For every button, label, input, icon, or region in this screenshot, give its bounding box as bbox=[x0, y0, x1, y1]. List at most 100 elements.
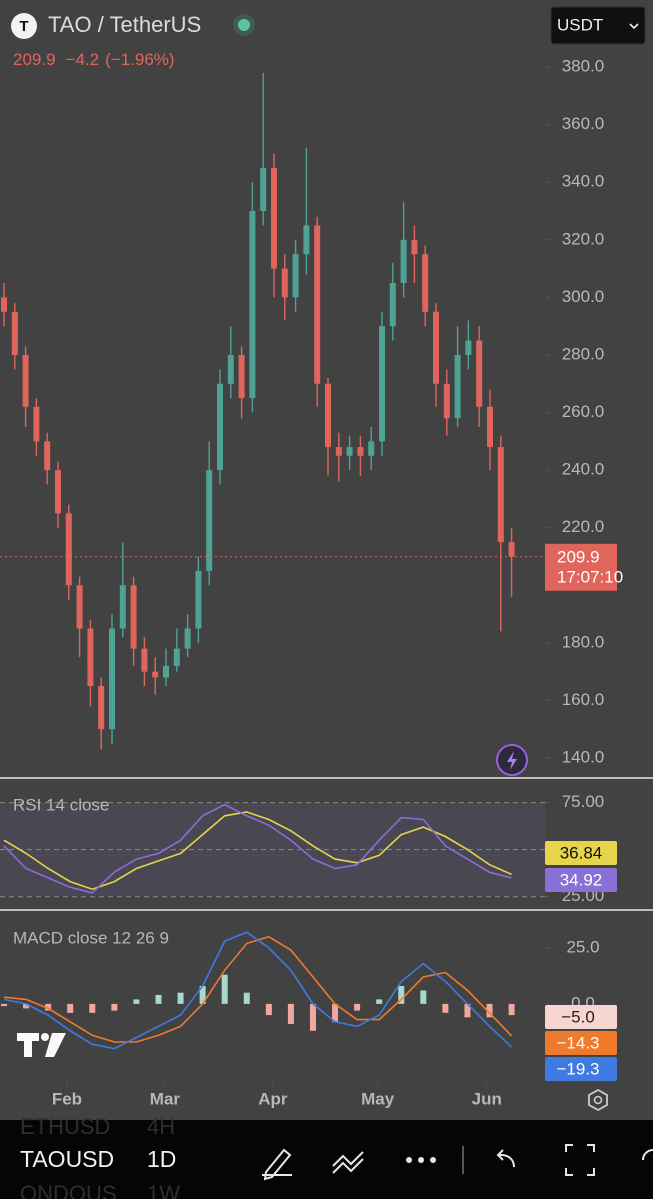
y-tick-label: 25.0 bbox=[566, 937, 599, 956]
logo-letter: T bbox=[19, 18, 28, 35]
histogram-bar bbox=[177, 992, 184, 1004]
last-price-label: 209.9 bbox=[557, 547, 600, 566]
price: 209.9 bbox=[13, 50, 56, 69]
candle-body bbox=[98, 686, 105, 730]
candle-body bbox=[217, 383, 223, 471]
macd-value-box bbox=[545, 1031, 617, 1055]
candle-body bbox=[238, 354, 245, 399]
price-line: 209.9 −4.2 (−1.96%) bbox=[13, 50, 175, 69]
candle-body bbox=[357, 447, 364, 456]
candle-body bbox=[227, 354, 234, 384]
y-tick-label: 240.0 bbox=[562, 460, 605, 479]
candle-body bbox=[87, 628, 94, 687]
histogram-bar bbox=[243, 992, 250, 1004]
interval-picker[interactable]: 1D bbox=[147, 1146, 176, 1172]
interval-wheel: 1W bbox=[147, 1181, 180, 1199]
symbol-logo bbox=[11, 13, 37, 39]
candle-body bbox=[476, 340, 483, 407]
candle-body bbox=[173, 648, 180, 666]
candle-body bbox=[33, 406, 40, 442]
rsi-line bbox=[3, 803, 512, 894]
candle-body bbox=[325, 383, 331, 448]
histogram-bar bbox=[133, 999, 140, 1004]
candle-body bbox=[141, 648, 148, 672]
y-tick-label: 320.0 bbox=[562, 229, 605, 248]
rsi-value-box bbox=[545, 868, 617, 892]
histogram-bar bbox=[265, 1003, 272, 1016]
candle-body bbox=[76, 585, 83, 629]
candle-body bbox=[433, 311, 439, 384]
candle-body bbox=[368, 441, 375, 456]
currency-select[interactable] bbox=[550, 6, 646, 45]
candle-body bbox=[314, 225, 321, 384]
candle-body bbox=[271, 167, 277, 269]
candle-body bbox=[454, 354, 461, 419]
y-tick-label: 260.0 bbox=[562, 402, 605, 421]
y-tick-label: 75.00 bbox=[562, 792, 605, 811]
macd-value: −19.3 bbox=[556, 1059, 599, 1078]
candle-body bbox=[497, 447, 504, 543]
candle-body bbox=[335, 447, 342, 456]
histogram-bar bbox=[45, 1003, 52, 1011]
candle-body bbox=[22, 354, 29, 407]
symbol-wheel: ONDOUS bbox=[20, 1181, 117, 1199]
candle-body bbox=[55, 470, 61, 514]
candle-body bbox=[44, 441, 51, 471]
histogram-bar bbox=[376, 999, 383, 1004]
histogram-bar bbox=[221, 974, 228, 1004]
histogram-bar bbox=[508, 1003, 515, 1016]
change-pct: (−1.96%) bbox=[105, 50, 174, 69]
candle-body bbox=[379, 326, 385, 442]
candle-body bbox=[422, 254, 429, 312]
undo-button[interactable] bbox=[496, 1149, 515, 1168]
candle-body bbox=[1, 297, 7, 312]
indicators-button[interactable] bbox=[332, 1151, 364, 1174]
histogram-bar bbox=[398, 985, 405, 1004]
macd-value: −5.0 bbox=[561, 1007, 595, 1026]
settings-icon bbox=[593, 1095, 603, 1105]
lightning-icon bbox=[507, 751, 517, 770]
y-tick-label: 380.0 bbox=[562, 57, 605, 76]
y-tick-label: 300.0 bbox=[562, 287, 605, 306]
candle-body bbox=[400, 239, 407, 283]
x-tick-label: Mar bbox=[150, 1089, 181, 1108]
market-status bbox=[238, 19, 250, 31]
symbol-title[interactable]: TAO / TetherUS bbox=[48, 12, 201, 37]
candle-body bbox=[389, 282, 396, 327]
candle-body bbox=[292, 254, 299, 298]
rsi-value-box bbox=[545, 841, 617, 865]
histogram-bar bbox=[89, 1003, 96, 1013]
settings-button[interactable] bbox=[588, 1088, 608, 1112]
more-tools[interactable] bbox=[642, 1149, 653, 1161]
draw-button[interactable] bbox=[262, 1148, 292, 1181]
histogram-bar bbox=[23, 1003, 30, 1009]
symbol-wheel: ETHUSD bbox=[20, 1114, 110, 1139]
change: −4.2 bbox=[66, 50, 100, 69]
toolbar bbox=[0, 1120, 653, 1199]
candle-body bbox=[346, 447, 353, 456]
macd-line bbox=[3, 931, 513, 1050]
more-button[interactable] bbox=[406, 1157, 412, 1163]
y-tick-label: 360.0 bbox=[562, 114, 605, 133]
interval-wheel: 4H bbox=[147, 1114, 175, 1139]
histogram-bar bbox=[199, 985, 206, 1004]
pane-title: RSI 14 close bbox=[13, 795, 109, 814]
histogram-bar bbox=[486, 1003, 493, 1018]
histogram-bar bbox=[354, 1003, 361, 1011]
candle-body bbox=[260, 167, 267, 212]
y-tick-label: 180.0 bbox=[562, 632, 605, 651]
x-tick-label: May bbox=[361, 1089, 395, 1108]
x-tick-label: Jun bbox=[472, 1089, 502, 1108]
symbol-picker[interactable]: TAOUSD bbox=[20, 1146, 114, 1172]
histogram-bar bbox=[1, 1003, 7, 1007]
candle-body bbox=[65, 513, 72, 586]
rsi-value: 36.84 bbox=[560, 843, 603, 862]
tv-logo bbox=[17, 1033, 66, 1057]
y-tick-label: 160.0 bbox=[562, 690, 605, 709]
histogram-bar bbox=[464, 1003, 471, 1018]
macd-value: −14.3 bbox=[556, 1033, 599, 1052]
histogram-bar bbox=[420, 990, 427, 1004]
fullscreen-button[interactable] bbox=[565, 1144, 595, 1176]
x-tick-label: Apr bbox=[258, 1089, 288, 1108]
